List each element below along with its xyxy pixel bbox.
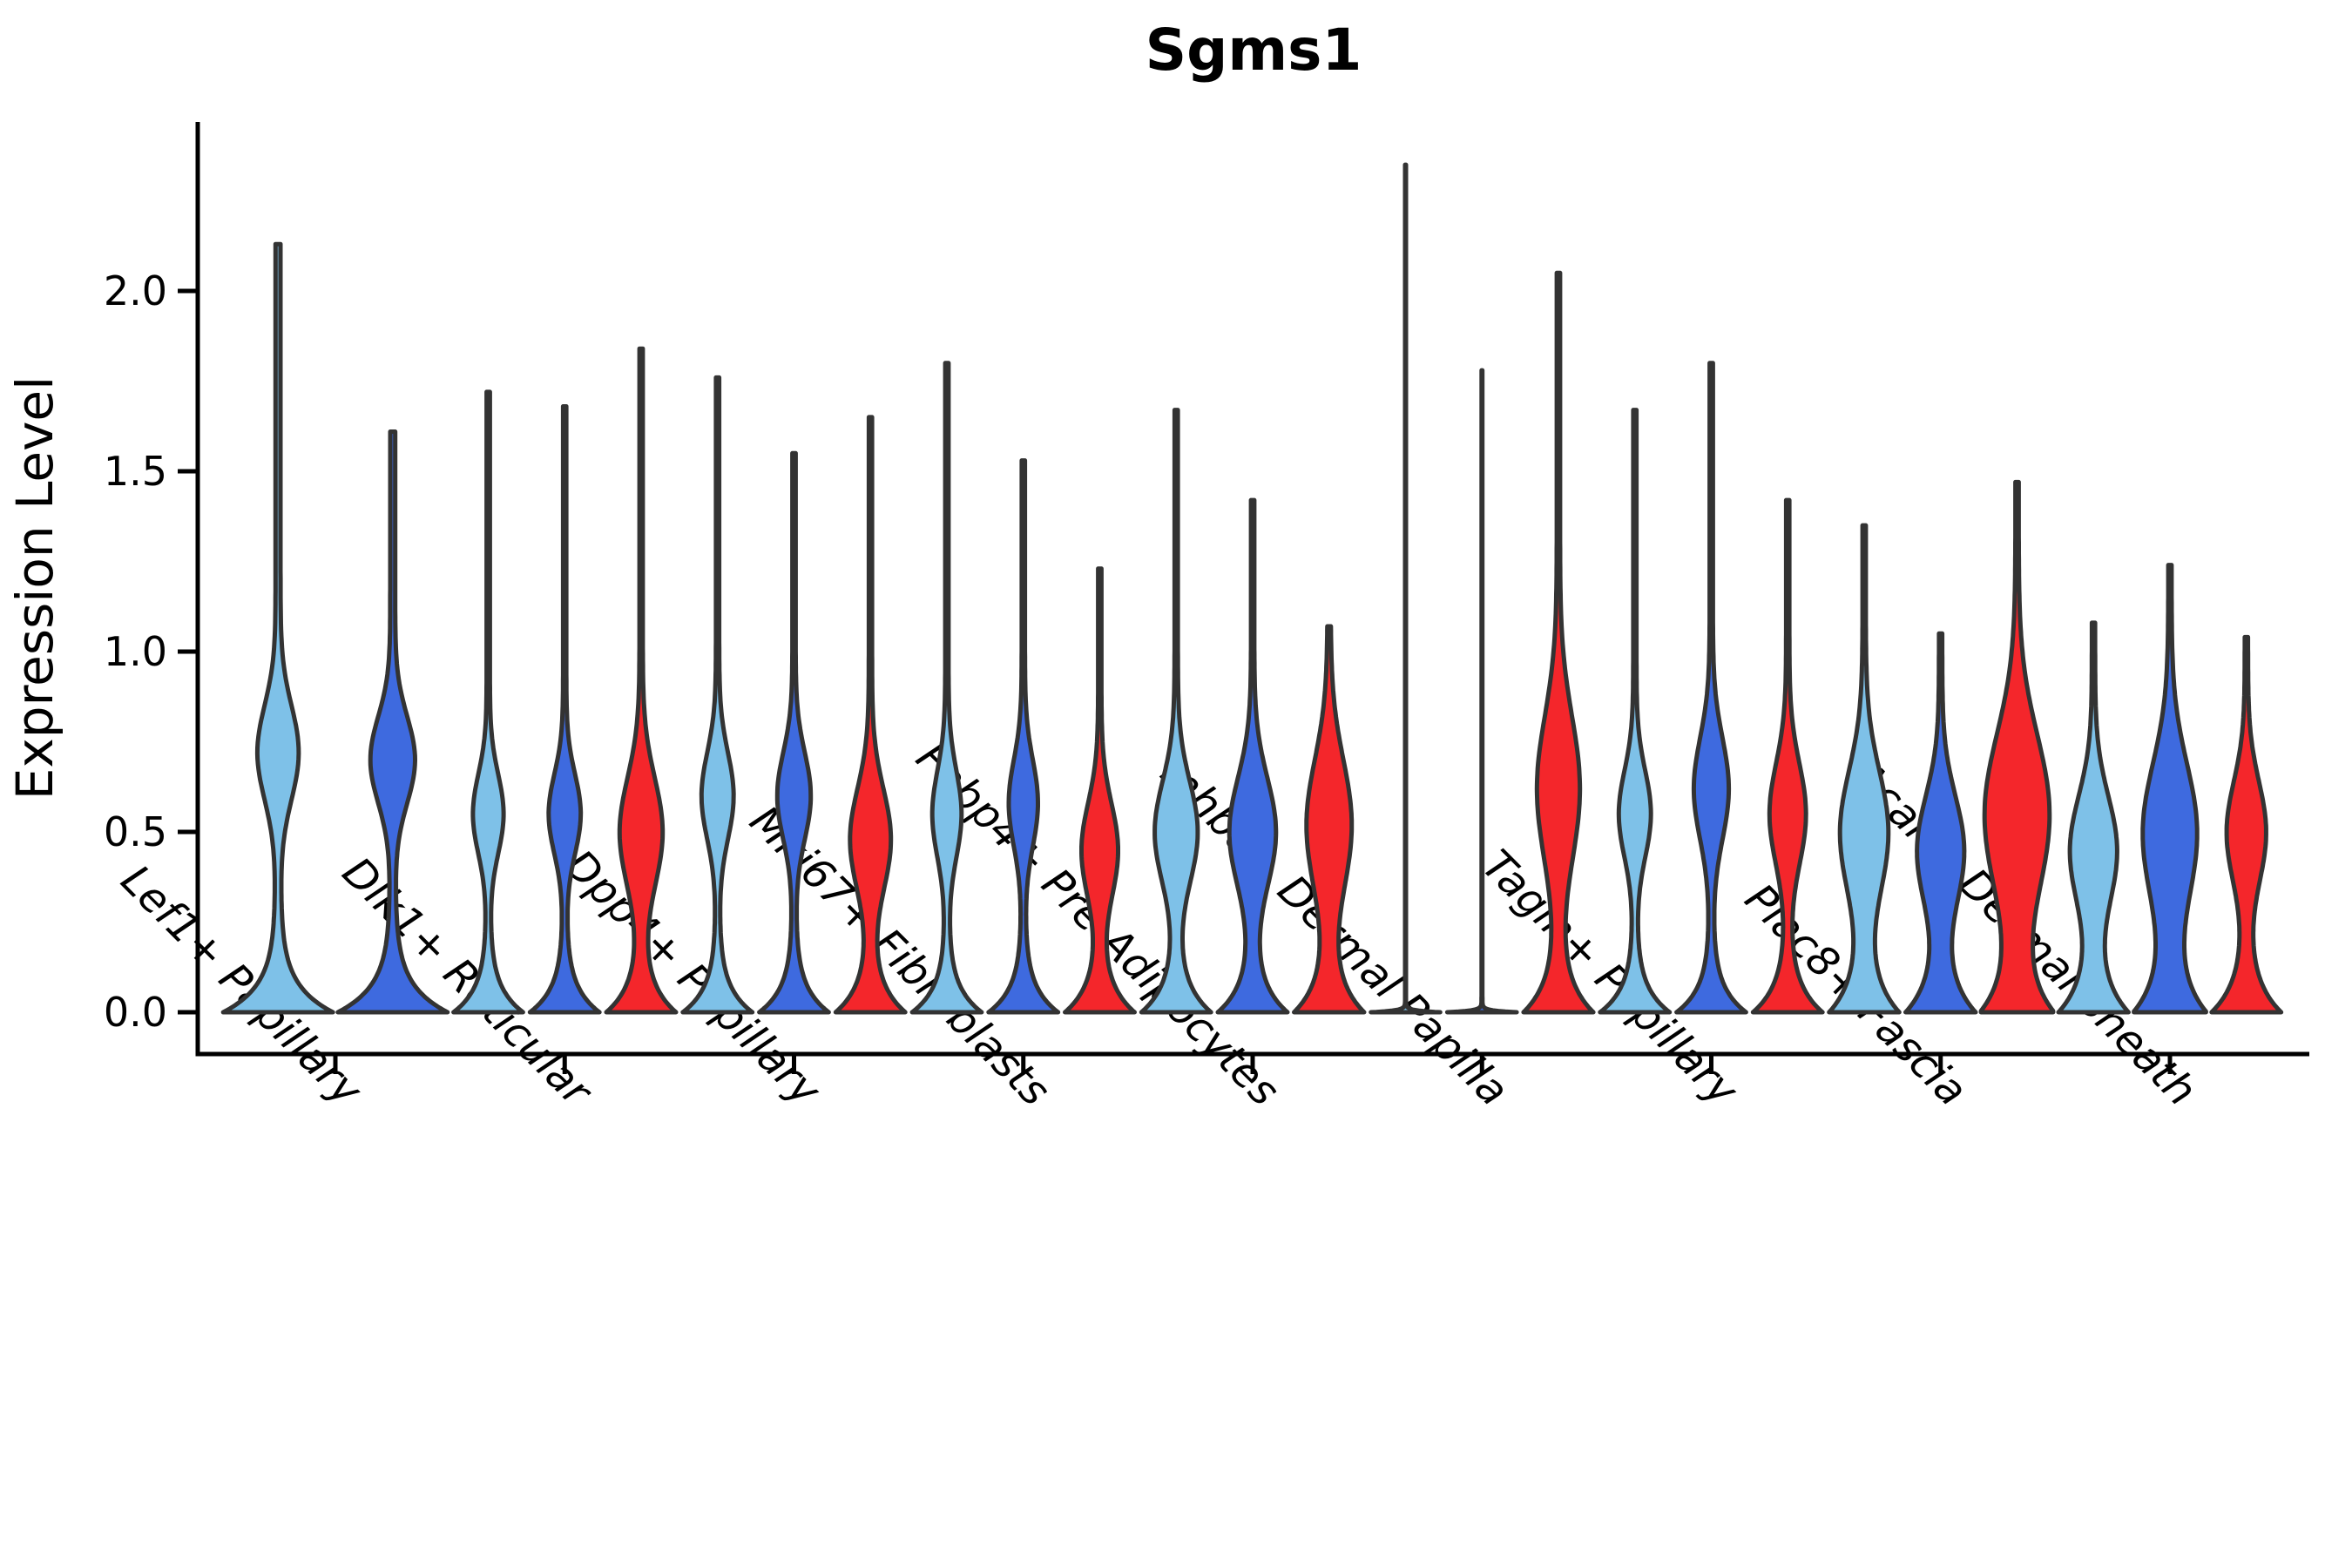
violin-mki67-fibroblasts-royal_blue [986,458,1061,1015]
violin-inhba-dermal-papilla-light_blue [1369,162,1443,1015]
violin-dlk1-reticular-red [604,346,679,1015]
violin-inhba-dermal-papilla-red [1521,270,1596,1015]
violin-plac8-fascia-light_blue [1827,523,1902,1015]
violin-tagln-papillary-red [1750,497,1825,1015]
violin-acan-dermal-sheath-light_blue [2056,620,2131,1015]
violin-fabp4-pre-adipocytes-royal_blue [1215,497,1290,1015]
y-tick-label: 1.5 [104,448,167,495]
violin-dpp4-papillary-royal_blue [757,450,831,1015]
y-tick-label: 0.0 [104,989,167,1036]
violin-acan-dermal-sheath-red [2209,634,2284,1015]
violin-inhba-dermal-papilla-royal_blue [1444,368,1519,1015]
violin-dpp4-papillary-light_blue [680,375,755,1015]
violin-dpp4-papillary-red [833,415,908,1015]
y-tick-label: 2.0 [104,267,167,314]
violin-fabp4-pre-adipocytes-light_blue [1139,408,1213,1015]
violin-dlk1-reticular-light_blue [451,389,525,1015]
chart-title: Sgms1 [1146,17,1362,84]
violin-mki67-fibroblasts-red [1063,566,1137,1015]
x-tick-label: Lef1+ Papillary [112,855,372,1116]
violin-plac8-fascia-royal_blue [1903,631,1978,1015]
violin-mki67-fibroblasts-light_blue [909,361,984,1015]
violin-lef1-papillary-royal_blue [335,429,450,1015]
violin-tagln-papillary-royal_blue [1674,361,1748,1015]
violin-dlk1-reticular-royal_blue [527,404,602,1015]
violin-fabp4-pre-adipocytes-red [1292,624,1367,1015]
violin-lef1-papillary-light_blue [220,241,335,1015]
violin-tagln-papillary-light_blue [1598,408,1673,1015]
y-tick-label: 1.0 [104,628,167,675]
violin-acan-dermal-sheath-royal_blue [2132,563,2208,1015]
y-tick-label: 0.5 [104,808,167,855]
y-axis-label: Expression Level [5,376,64,800]
violin-plac8-fascia-red [1978,479,2056,1015]
